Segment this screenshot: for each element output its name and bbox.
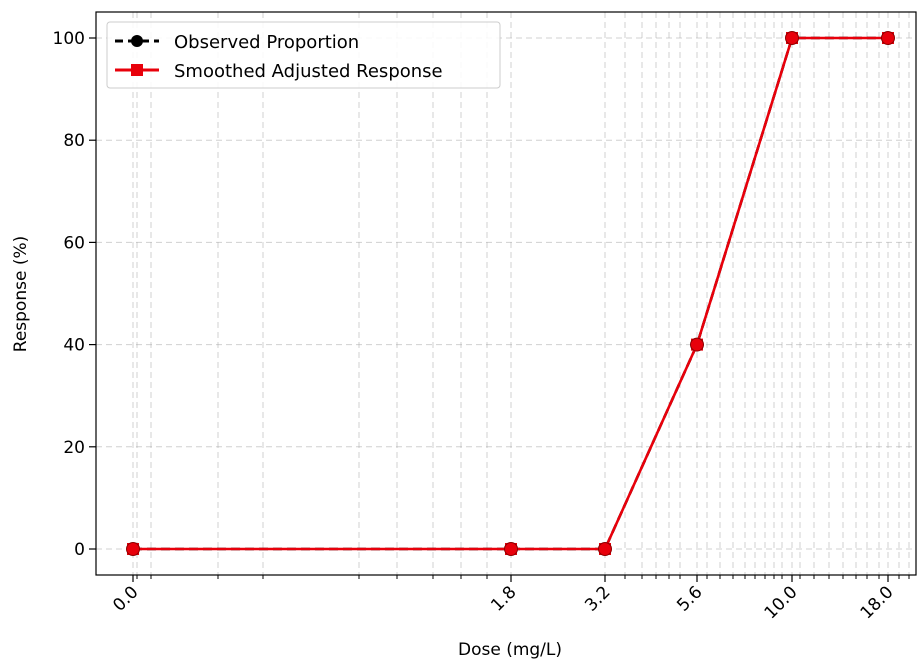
legend: Observed Proportion Smoothed Adjusted Re… xyxy=(106,21,501,89)
legend-observed-label: Observed Proportion xyxy=(174,32,359,53)
y-tick-label: 80 xyxy=(63,131,85,151)
legend-smoothed-marker-icon xyxy=(131,64,143,76)
x-tick-label: 1.8 xyxy=(487,582,520,615)
x-axis-label: Dose (mg/L) xyxy=(458,640,562,660)
y-tick-label: 20 xyxy=(63,438,85,458)
y-tick-label: 0 xyxy=(74,540,85,560)
observed-point-marker xyxy=(126,542,140,556)
legend-observed-marker-icon xyxy=(131,35,143,47)
observed-point-marker xyxy=(690,337,704,352)
series-line xyxy=(133,36,888,551)
x-tick-label: 10.0 xyxy=(761,582,802,623)
observed-point-marker xyxy=(504,542,518,556)
y-tick-label: 40 xyxy=(63,336,85,356)
legend-box xyxy=(106,21,501,89)
grid-lines xyxy=(96,12,916,575)
y-axis-ticks: 0 20 40 60 80 100 xyxy=(53,29,96,560)
x-tick-label: 18.0 xyxy=(857,582,898,623)
plot-frame xyxy=(95,11,917,576)
observed-point-marker xyxy=(785,31,799,45)
observed-point-marker xyxy=(598,542,612,556)
y-tick-label: 100 xyxy=(53,29,85,49)
x-tick-label: 5.6 xyxy=(673,582,706,615)
x-tick-label: 0.0 xyxy=(109,582,142,615)
y-axis-label: Response (%) xyxy=(11,236,31,352)
x-axis-ticks: 0.0 1.8 3.2 5.6 10.0 18.0 xyxy=(109,575,910,623)
series-layer xyxy=(126,31,895,556)
observed-point-marker xyxy=(881,31,895,45)
x-tick-label: 3.2 xyxy=(581,582,614,615)
y-tick-label: 60 xyxy=(63,233,85,253)
legend-smoothed-label: Smoothed Adjusted Response xyxy=(174,61,443,82)
